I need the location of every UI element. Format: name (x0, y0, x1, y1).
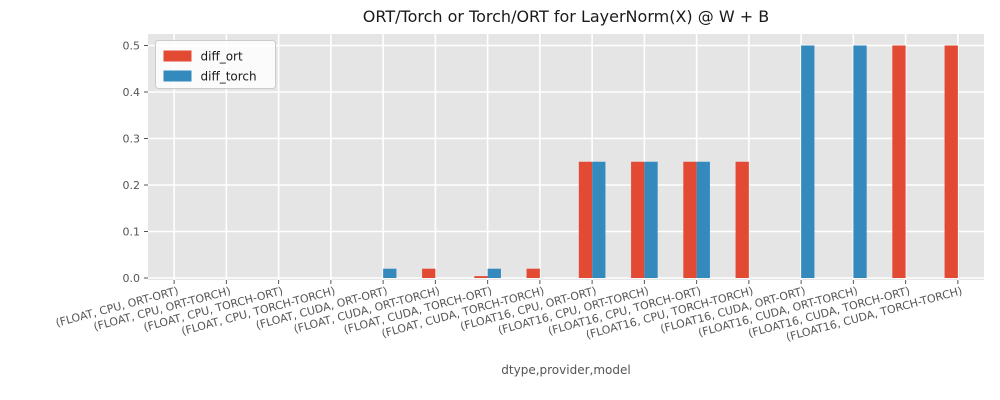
ytick-label-5: 0.5 (123, 40, 141, 53)
bar-diff_torch-10 (696, 161, 710, 278)
ytick-label-0: 0.0 (123, 272, 141, 285)
plot-background (148, 34, 984, 280)
legend-swatch-diff_torch (163, 70, 192, 82)
legend: diff_ort diff_torch (155, 40, 276, 89)
bar-diff_ort-6 (474, 276, 488, 278)
bar-diff_torch-4 (383, 268, 397, 278)
bar-diff_torch-8 (592, 161, 606, 278)
chart-title: ORT/Torch or Torch/ORT for LayerNorm(X) … (363, 7, 769, 26)
bar-diff_torch-13 (853, 45, 867, 278)
bar-diff_ort-15 (944, 45, 958, 278)
bar-diff_torch-9 (644, 161, 658, 278)
legend-label-diff_torch: diff_torch (201, 70, 257, 84)
bar-diff_ort-7 (526, 268, 540, 278)
bar-diff_ort-14 (892, 45, 906, 278)
plot-area: 0.00.10.20.30.40.5(FLOAT, CPU, ORT-ORT)(… (54, 34, 984, 344)
x-axis-label: dtype,provider,model (501, 363, 630, 377)
bar-diff_ort-8 (578, 161, 593, 278)
ytick-label-4: 0.4 (123, 86, 141, 99)
ytick-label-1: 0.1 (123, 226, 141, 239)
bar-diff_ort-11 (735, 161, 749, 278)
bar-diff_ort-5 (422, 268, 436, 278)
ytick-label-2: 0.2 (123, 179, 141, 192)
ytick-label-3: 0.3 (123, 133, 141, 146)
bar-diff_ort-9 (631, 161, 645, 278)
bar-diff_torch-6 (487, 268, 501, 278)
bar-diff_ort-10 (683, 161, 697, 278)
legend-swatch-diff_ort (163, 50, 192, 62)
bar-diff_torch-12 (801, 45, 815, 278)
legend-label-diff_ort: diff_ort (201, 50, 243, 64)
